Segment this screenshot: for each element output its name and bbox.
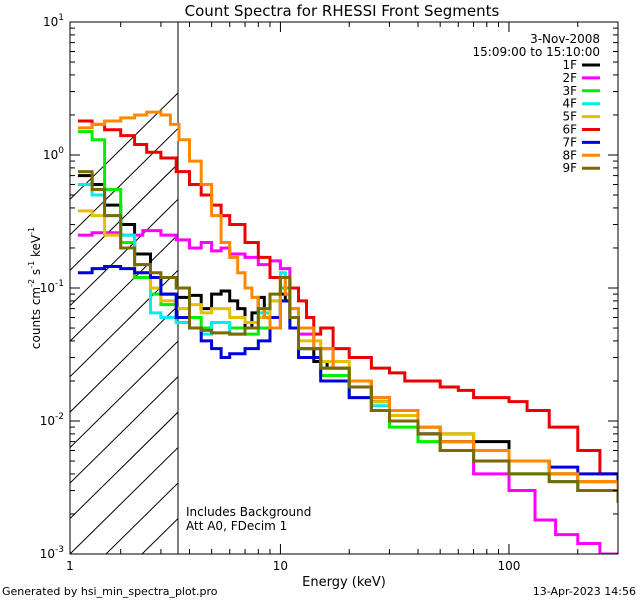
x-axis: 1 10 100 — [66, 22, 619, 573]
hatch-line — [70, 375, 178, 484]
y-tick-label: 100 — [43, 146, 64, 162]
legend-label: 1F — [562, 58, 577, 72]
y-tick-label: 10-3 — [40, 545, 64, 561]
legend-label: 3F — [562, 84, 577, 98]
hatch-line — [70, 411, 178, 520]
annotation-background: Includes Background — [186, 505, 311, 519]
legend-label: 9F — [562, 161, 577, 175]
x-axis-label: Energy (keV) — [302, 575, 386, 590]
legend-label: 6F — [562, 123, 577, 137]
y-axis-label-exp3: -1 — [27, 227, 36, 235]
y-tick-label: 101 — [43, 13, 64, 29]
series-group — [77, 110, 618, 554]
y-axis-label-exp1: -2 — [27, 279, 36, 287]
x-tick-label: 10 — [273, 559, 288, 573]
y-axis-label-exp2: -1 — [27, 261, 36, 269]
footer-timestamp: 13-Apr-2023 14:56 — [533, 585, 636, 598]
y-axis-label: counts cm-2 s-1 keV-1 — [27, 227, 43, 349]
chart-title: Count Spectra for RHESSI Front Segments — [185, 2, 500, 20]
date-label: 3-Nov-2008 — [530, 32, 600, 46]
y-axis-label-base: counts cm — [29, 287, 43, 349]
y-tick-label: 10-2 — [40, 412, 64, 428]
x-tick-label: 100 — [498, 559, 521, 573]
footer-generated-by: Generated by hsi_min_spectra_plot.pro — [2, 585, 218, 598]
hatch-line — [70, 198, 178, 307]
time-range-label: 15:09:00 to 15:10:00 — [473, 45, 600, 59]
hatch-line — [70, 234, 178, 342]
series-6F — [77, 119, 618, 492]
y-axis-label-mid: s — [29, 269, 43, 279]
annotation-attenuator: Att A0, FDecim 1 — [186, 519, 287, 533]
y-axis-label-mid2: keV — [29, 234, 43, 261]
hatch-line — [70, 269, 178, 378]
legend-label: 2F — [562, 71, 577, 85]
series-1F — [77, 174, 618, 496]
legend-label: 5F — [562, 110, 577, 124]
legend-label: 4F — [562, 97, 577, 111]
series-9F — [77, 170, 618, 503]
hatch-line — [70, 446, 178, 554]
y-tick-label: 10-1 — [40, 279, 64, 295]
x-tick-label: 1 — [66, 559, 74, 573]
legend-label: 7F — [562, 135, 577, 149]
legend-label: 8F — [562, 148, 577, 162]
y-axis: 10-3 10-2 10-1 100 101 — [40, 13, 618, 561]
series-8F — [77, 110, 618, 492]
